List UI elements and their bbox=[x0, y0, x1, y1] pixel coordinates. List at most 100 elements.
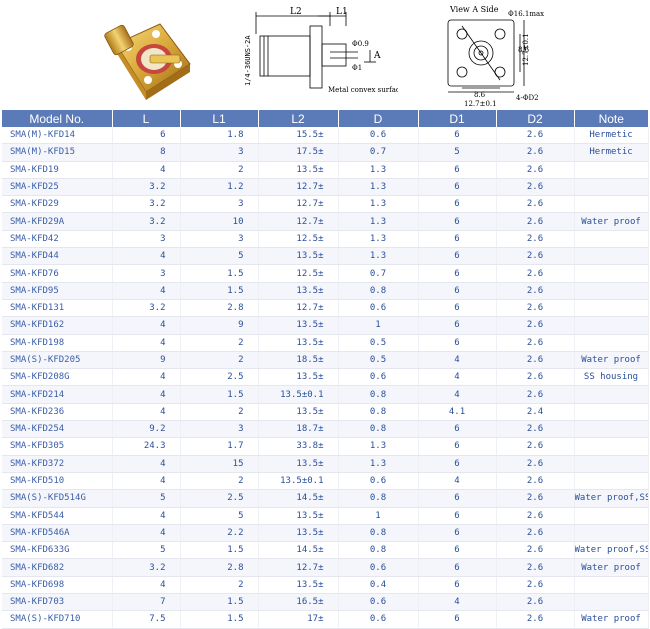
table-cell: 0.8 bbox=[338, 489, 419, 508]
table-cell: 5 bbox=[180, 247, 259, 266]
table-cell: 1.3 bbox=[338, 437, 419, 456]
table-cell: 1 bbox=[338, 316, 419, 335]
table-cell: Water proof bbox=[574, 610, 649, 629]
table-cell bbox=[574, 316, 649, 335]
table-cell: 0.8 bbox=[338, 403, 419, 422]
table-row: SMA-KFD546A 4 2.2 13.5± 0.8 6 2.6 bbox=[2, 524, 649, 543]
side-drawing: L2 L1 1/4-36UNS-2A Φ0.9 Φ1 A Metal conve… bbox=[244, 7, 398, 94]
table-cell: 13.5± bbox=[258, 455, 339, 473]
table-cell: 3.2 bbox=[112, 195, 181, 214]
table-cell: 4 bbox=[112, 455, 181, 473]
table-cell: 2.6 bbox=[496, 524, 575, 543]
table-cell: 14.5± bbox=[258, 541, 339, 560]
table-cell bbox=[574, 161, 649, 179]
table-cell: 6 bbox=[418, 437, 497, 456]
table-cell: 1.5 bbox=[180, 610, 259, 629]
table-cell bbox=[574, 455, 649, 473]
table-cell: 2.6 bbox=[496, 334, 575, 352]
table-row: SMA-KFD214 4 1.5 13.5±0.1 0.8 4 2.6 bbox=[2, 385, 649, 404]
table-cell: SMA-KFD510 bbox=[2, 472, 113, 491]
dim-86-side: 8.6 bbox=[518, 46, 530, 54]
table-cell: 3 bbox=[112, 264, 181, 283]
table-cell: 2.6 bbox=[496, 420, 575, 439]
table-cell: 4 bbox=[112, 316, 181, 335]
table-cell: 0.6 bbox=[338, 472, 419, 491]
table-cell bbox=[574, 403, 649, 422]
column-header: Model No. bbox=[2, 110, 113, 127]
dim-d16: Φ16.1max bbox=[508, 10, 544, 18]
table-cell: Hermetic bbox=[574, 127, 649, 145]
front-view-drawing: View A Side Φ16.1max 8.6 12.7±0.1 8.6 12… bbox=[447, 5, 544, 108]
table-cell: 2.6 bbox=[496, 455, 575, 473]
table-cell: 0.7 bbox=[338, 264, 419, 283]
table-cell: Water proof,SS bbox=[574, 489, 649, 508]
table-cell: 15 bbox=[180, 455, 259, 473]
table-cell: 6 bbox=[418, 264, 497, 283]
table-cell: SMA-KFD25 bbox=[2, 178, 113, 197]
table-cell: 2.8 bbox=[180, 558, 259, 577]
table-cell: 1.3 bbox=[338, 212, 419, 231]
table-row: SMA(S)-KFD514G 5 2.5 14.5± 0.8 6 2.6 Water proo… bbox=[2, 489, 649, 508]
table-cell: 2.6 bbox=[496, 178, 575, 197]
table-cell: 16.5± bbox=[258, 593, 339, 612]
table-cell: 13.5± bbox=[258, 282, 339, 300]
table-cell: SMA-KFD546A bbox=[2, 524, 113, 543]
table-cell: 12.5± bbox=[258, 264, 339, 283]
table-cell: SMA(S)-KFD205 bbox=[2, 351, 113, 370]
table-cell bbox=[574, 230, 649, 249]
table-cell: 6 bbox=[418, 558, 497, 577]
table-cell: SMA-KFD29 bbox=[2, 195, 113, 214]
table-row: SMA-KFD29 3.2 3 12.7± 1.3 6 2.6 bbox=[2, 195, 649, 214]
table-cell: 12.7± bbox=[258, 212, 339, 231]
table-cell: 4.1 bbox=[418, 403, 497, 422]
table-cell: 1.5 bbox=[180, 541, 259, 560]
table-cell: 1 bbox=[338, 507, 419, 525]
table-cell: 4 bbox=[112, 161, 181, 179]
table-cell: 13.5± bbox=[258, 576, 339, 595]
table-cell: 0.6 bbox=[338, 368, 419, 387]
table-row: SMA-KFD76 3 1.5 12.5± 0.7 6 2.6 bbox=[2, 264, 649, 283]
table-cell: 13.5± bbox=[258, 368, 339, 387]
table-cell: 4 bbox=[112, 368, 181, 387]
table-cell: 2 bbox=[180, 472, 259, 491]
table-cell: 0.6 bbox=[338, 593, 419, 612]
table-cell: 5 bbox=[112, 489, 181, 508]
table-row: SMA-KFD162 4 9 13.5± 1 6 2.6 bbox=[2, 316, 649, 335]
table-cell: SMA-KFD44 bbox=[2, 247, 113, 266]
table-cell: 6 bbox=[418, 161, 497, 179]
table-cell: 6 bbox=[418, 127, 497, 145]
table-cell: 2.6 bbox=[496, 195, 575, 214]
table-cell: 7 bbox=[112, 593, 181, 612]
dim-l2: L2 bbox=[290, 7, 302, 17]
table-cell: 0.6 bbox=[338, 610, 419, 629]
table-cell: 6 bbox=[418, 316, 497, 335]
table-cell: 6 bbox=[418, 334, 497, 352]
dim-127-bottom: 12.7±0.1 bbox=[464, 100, 497, 108]
table-cell: 3 bbox=[180, 195, 259, 214]
table-cell: 2.6 bbox=[496, 558, 575, 577]
table-cell: 4 bbox=[112, 334, 181, 352]
table-cell: 0.7 bbox=[338, 143, 419, 162]
table-row: SMA-KFD510 4 2 13.5±0.1 0.6 4 2.6 bbox=[2, 472, 649, 491]
table-cell bbox=[574, 264, 649, 283]
table-cell: SMA-KFD703 bbox=[2, 593, 113, 612]
table-row: SMA-KFD254 9.2 3 18.7± 0.8 6 2.6 bbox=[2, 420, 649, 439]
page: L2 L1 1/4-36UNS-2A Φ0.9 Φ1 A Metal conve… bbox=[2, 5, 649, 629]
table-cell: 0.8 bbox=[338, 385, 419, 404]
table-cell: 2.6 bbox=[496, 576, 575, 595]
table-row: SMA(S)-KFD205 9 2 18.5± 0.5 4 2.6 Water proof bbox=[2, 351, 649, 370]
table-cell: 13.5± bbox=[258, 403, 339, 422]
table-cell: 2.6 bbox=[496, 161, 575, 179]
spec-table: Model No. L L1 L2 D D1 D2 Note SMA(M)-KFD14 6 1.8… bbox=[2, 110, 649, 629]
table-cell bbox=[574, 576, 649, 595]
table-cell: 4 bbox=[418, 351, 497, 370]
table-cell: 6 bbox=[418, 420, 497, 439]
table-cell: SMA-KFD544 bbox=[2, 507, 113, 525]
table-cell: Water proof bbox=[574, 212, 649, 231]
table-cell: 17± bbox=[258, 610, 339, 629]
table-cell: 6 bbox=[112, 127, 181, 145]
table-cell: Water proof bbox=[574, 558, 649, 577]
table-cell: 2.8 bbox=[180, 299, 259, 318]
table-cell: 13.5± bbox=[258, 316, 339, 335]
table-cell: 2 bbox=[180, 161, 259, 179]
